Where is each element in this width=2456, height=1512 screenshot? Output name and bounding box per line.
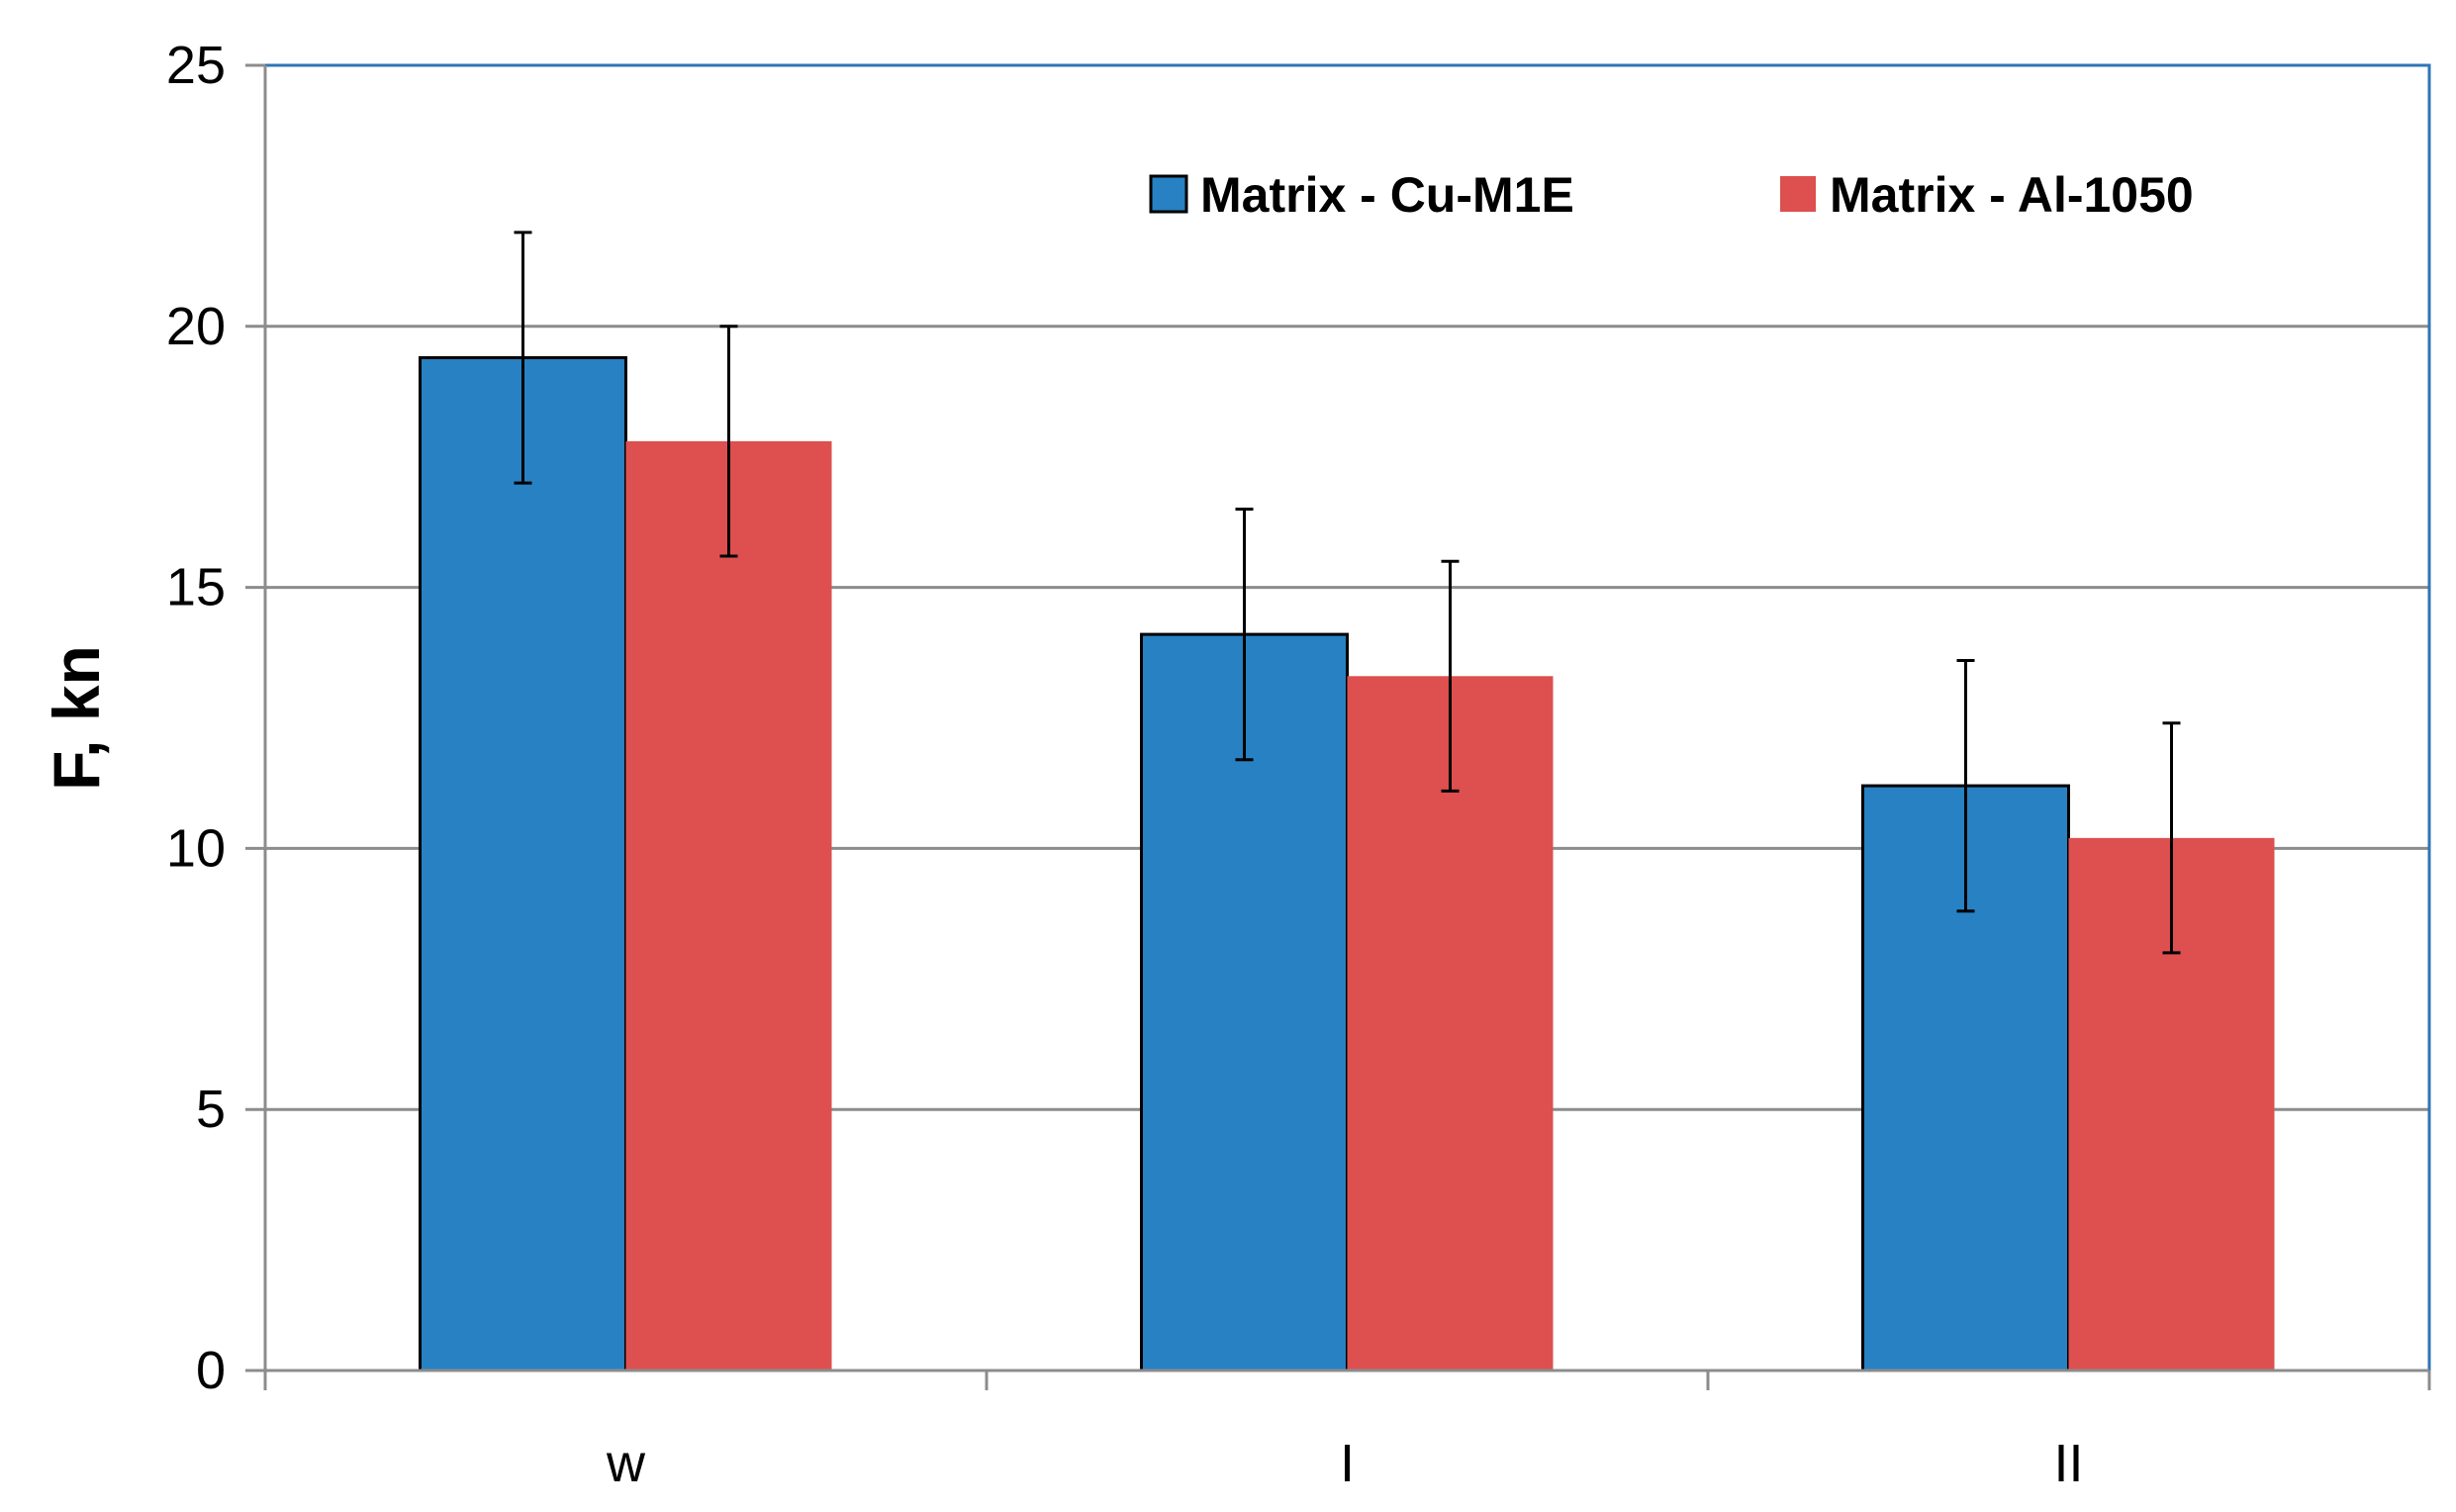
error-bar	[719, 325, 738, 558]
error-bar	[1956, 658, 1975, 913]
x-tick-labels: w I II	[606, 1434, 2084, 1493]
error-bar	[1441, 559, 1460, 793]
y-tick-label: 10	[166, 818, 226, 878]
error-bar	[1235, 507, 1254, 762]
legend-swatch	[1149, 174, 1188, 214]
legend-item: Matrix - Al-1050	[1780, 167, 2194, 223]
bar	[625, 440, 832, 1370]
axes	[245, 63, 2431, 1390]
bars	[419, 355, 2275, 1372]
y-tick-label: 25	[166, 36, 226, 95]
error-bar	[2162, 721, 2181, 955]
bar	[419, 355, 627, 1372]
y-tick-label: 0	[196, 1341, 226, 1400]
legend-item: Matrix - Cu-M1E	[1149, 167, 1574, 223]
y-tick-label: 5	[196, 1080, 226, 1139]
error-bar	[514, 231, 532, 485]
x-tick-label: w	[606, 1434, 646, 1493]
y-axis-title: F, kn	[40, 645, 113, 791]
legend: Matrix - Cu-M1E Matrix - Al-1050	[1149, 167, 2194, 223]
legend-label: Matrix - Cu-M1E	[1200, 167, 1574, 223]
legend-swatch	[1780, 176, 1816, 212]
y-tick-labels: 0 5 10 15 20 25	[166, 36, 226, 1400]
y-tick-label: 15	[166, 558, 226, 617]
x-tick-label: I	[1340, 1434, 1355, 1493]
y-tick-label: 20	[166, 297, 226, 356]
error-bars	[514, 231, 2181, 955]
legend-label: Matrix - Al-1050	[1830, 167, 2194, 223]
x-tick-label: II	[2053, 1434, 2083, 1493]
